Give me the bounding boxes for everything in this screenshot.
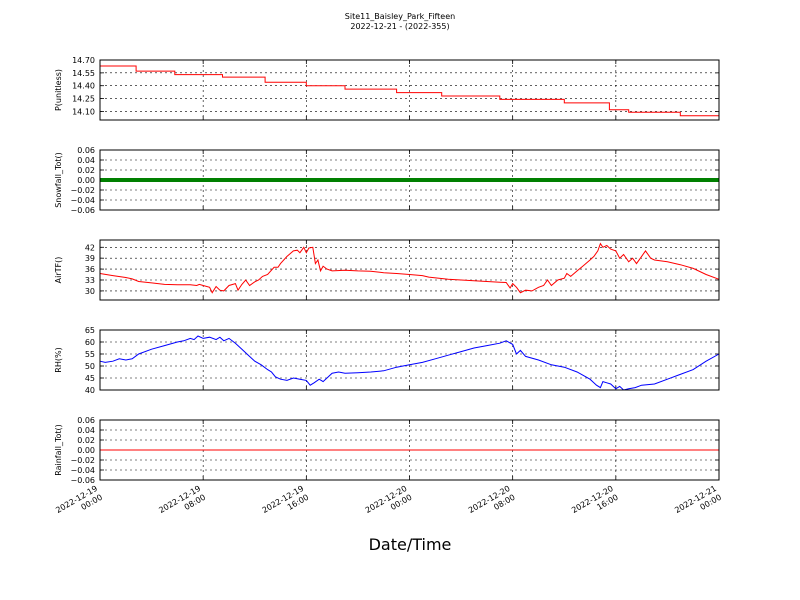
y-axis-label: AirTF() xyxy=(54,257,63,284)
x-axis-label: Date/Time xyxy=(369,535,452,554)
panel-frame xyxy=(99,419,720,481)
panel-frame xyxy=(99,239,720,301)
y-tick-label: 40 xyxy=(85,386,95,395)
y-tick-label: −0.02 xyxy=(70,186,95,195)
y-tick-label: 50 xyxy=(85,362,95,371)
panel-frame xyxy=(99,59,720,121)
y-tick-label: 0.04 xyxy=(77,156,95,165)
panel-4: 65 60 55 50 45 40 RH(%) xyxy=(54,326,720,395)
y-tick-label: 65 xyxy=(85,326,95,335)
x-tick-label: 2022-12-2008:00 xyxy=(467,484,517,524)
x-tick-label: 2022-12-1916:00 xyxy=(261,484,311,524)
y-tick-label: 14.70 xyxy=(72,56,95,65)
panel-2: 0.060.040.020.00−0.02−0.04−0.06 Snowfall_… xyxy=(54,146,720,215)
panels: 14.70 14.55 14.40 14.25 14.10 P(unitless) 0.06… xyxy=(54,56,720,485)
panel-1: 14.70 14.55 14.40 14.25 14.10 P(unitless) xyxy=(54,56,720,121)
x-tick-label: 2022-12-2100:00 xyxy=(673,484,723,524)
y-axis-label: Snowfall_Tot() xyxy=(54,152,63,208)
y-tick-label: 0.02 xyxy=(77,436,95,445)
x-tick-labels: 2022-12-1900:00 2022-12-1908:00 2022-12-19… xyxy=(54,484,723,524)
series-line xyxy=(99,335,720,391)
x-tick-label: 2022-12-2016:00 xyxy=(570,484,620,524)
y-tick-label: 0.02 xyxy=(77,166,95,175)
y-tick-label: 0.06 xyxy=(77,146,95,155)
y-tick-label: 30 xyxy=(85,287,95,296)
y-tick-label: −0.02 xyxy=(70,456,95,465)
y-tick-label: 14.40 xyxy=(72,82,95,91)
y-tick-label: 0.06 xyxy=(77,416,95,425)
y-tick-label: −0.04 xyxy=(70,466,95,475)
chart-subtitle: 2022-12-21 - (2022-355) xyxy=(350,22,449,31)
x-tick-label: 2022-12-1908:00 xyxy=(157,484,207,524)
y-tick-label: 0.00 xyxy=(77,446,95,455)
y-tick-label: 14.10 xyxy=(72,107,95,116)
y-tick-label: 60 xyxy=(85,338,95,347)
series-line xyxy=(99,242,720,294)
x-tick-label: 2022-12-2000:00 xyxy=(364,484,414,524)
chart-title: Site11_Baisley_Park_Fifteen xyxy=(345,12,455,21)
y-tick-label: 45 xyxy=(85,374,95,383)
panel-frame xyxy=(99,329,720,391)
x-tick-label: 2022-12-1900:00 xyxy=(54,484,104,524)
y-tick-label: −0.06 xyxy=(70,476,95,485)
y-tick-label: 36 xyxy=(85,265,95,274)
panel-3: 42 39 36 33 30 AirTF() xyxy=(54,239,720,301)
y-axis-label: P(unitless) xyxy=(54,69,63,111)
series-line xyxy=(100,65,719,117)
y-axis-label: Rainfall_Tot() xyxy=(54,424,63,476)
y-axis-label: RH(%) xyxy=(54,347,63,372)
y-tick-label: −0.04 xyxy=(70,196,95,205)
y-tick-label: 55 xyxy=(85,350,95,359)
y-tick-label: 39 xyxy=(85,254,95,263)
y-tick-label: −0.06 xyxy=(70,206,95,215)
y-tick-label: 14.25 xyxy=(72,95,95,104)
panel-frame xyxy=(99,149,720,211)
panel-5: 0.060.040.020.00−0.02−0.04−0.06 Rainfall_… xyxy=(54,416,720,485)
y-tick-label: 14.55 xyxy=(72,69,95,78)
y-tick-label: 33 xyxy=(85,276,95,285)
y-tick-label: 0.04 xyxy=(77,426,95,435)
y-tick-label: 42 xyxy=(85,243,95,252)
y-tick-label: 0.00 xyxy=(77,176,95,185)
